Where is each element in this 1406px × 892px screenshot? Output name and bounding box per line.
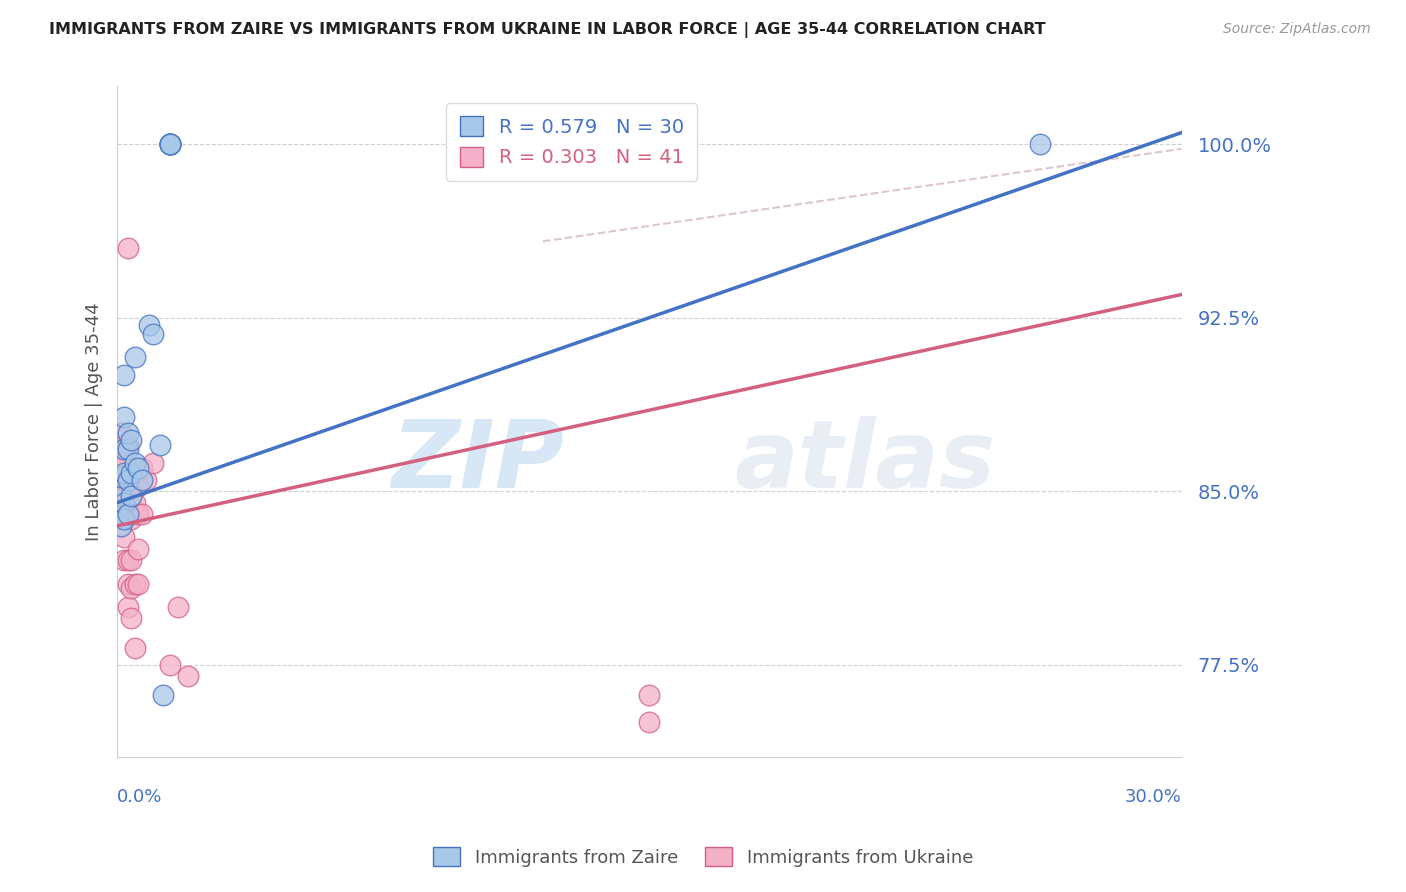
Point bbox=[112, 530, 135, 544]
Point bbox=[117, 473, 139, 487]
Point bbox=[112, 473, 135, 487]
Point bbox=[124, 576, 146, 591]
Point bbox=[120, 466, 142, 480]
Point bbox=[117, 241, 139, 255]
Point bbox=[127, 479, 149, 493]
Point bbox=[124, 641, 146, 656]
Point bbox=[127, 507, 149, 521]
Point bbox=[1028, 137, 1050, 152]
Point bbox=[112, 438, 135, 452]
Point bbox=[117, 599, 139, 614]
Point bbox=[110, 500, 132, 515]
Point bbox=[110, 442, 132, 457]
Text: 30.0%: 30.0% bbox=[1125, 788, 1181, 805]
Point bbox=[117, 553, 139, 567]
Point bbox=[112, 512, 135, 526]
Text: ZIP: ZIP bbox=[391, 416, 564, 508]
Point bbox=[159, 137, 181, 152]
Y-axis label: In Labor Force | Age 35-44: In Labor Force | Age 35-44 bbox=[86, 302, 103, 541]
Legend: Immigrants from Zaire, Immigrants from Ukraine: Immigrants from Zaire, Immigrants from U… bbox=[426, 840, 980, 874]
Point bbox=[120, 434, 142, 448]
Point bbox=[138, 318, 160, 332]
Point bbox=[159, 137, 181, 152]
Point bbox=[117, 438, 139, 452]
Point bbox=[110, 484, 132, 499]
Point bbox=[152, 688, 174, 702]
Point bbox=[110, 456, 132, 470]
Point bbox=[112, 410, 135, 425]
Point bbox=[120, 512, 142, 526]
Point bbox=[117, 426, 139, 441]
Point bbox=[159, 137, 181, 152]
Point bbox=[117, 473, 139, 487]
Point bbox=[112, 489, 135, 503]
Point bbox=[120, 466, 142, 480]
Point bbox=[110, 426, 132, 441]
Point bbox=[112, 456, 135, 470]
Point bbox=[120, 611, 142, 625]
Point bbox=[142, 326, 165, 341]
Point bbox=[127, 461, 149, 475]
Point bbox=[135, 473, 157, 487]
Text: atlas: atlas bbox=[734, 416, 995, 508]
Point bbox=[117, 442, 139, 457]
Point bbox=[142, 456, 165, 470]
Point bbox=[124, 350, 146, 364]
Point bbox=[112, 496, 135, 510]
Point bbox=[131, 507, 153, 521]
Point bbox=[112, 466, 135, 480]
Point bbox=[127, 541, 149, 556]
Point bbox=[124, 496, 146, 510]
Point bbox=[159, 137, 181, 152]
Point bbox=[110, 489, 132, 503]
Point bbox=[120, 489, 142, 503]
Point bbox=[124, 456, 146, 470]
Point bbox=[120, 581, 142, 595]
Text: IMMIGRANTS FROM ZAIRE VS IMMIGRANTS FROM UKRAINE IN LABOR FORCE | AGE 35-44 CORR: IMMIGRANTS FROM ZAIRE VS IMMIGRANTS FROM… bbox=[49, 22, 1046, 38]
Point bbox=[120, 489, 142, 503]
Point bbox=[120, 553, 142, 567]
Point bbox=[110, 470, 132, 484]
Point bbox=[159, 657, 181, 672]
Text: 0.0%: 0.0% bbox=[117, 788, 163, 805]
Point bbox=[110, 467, 132, 482]
Point bbox=[177, 669, 200, 683]
Point bbox=[112, 442, 135, 457]
Legend: R = 0.579   N = 30, R = 0.303   N = 41: R = 0.579 N = 30, R = 0.303 N = 41 bbox=[446, 103, 697, 181]
Point bbox=[166, 599, 188, 614]
Point bbox=[110, 518, 132, 533]
Point bbox=[117, 576, 139, 591]
Point bbox=[112, 553, 135, 567]
Point bbox=[117, 507, 139, 521]
Point bbox=[131, 473, 153, 487]
Point bbox=[159, 137, 181, 152]
Point bbox=[131, 461, 153, 475]
Point bbox=[112, 507, 135, 521]
Text: Source: ZipAtlas.com: Source: ZipAtlas.com bbox=[1223, 22, 1371, 37]
Point bbox=[127, 576, 149, 591]
Point bbox=[112, 368, 135, 383]
Point bbox=[638, 715, 661, 730]
Point bbox=[149, 438, 172, 452]
Point bbox=[638, 688, 661, 702]
